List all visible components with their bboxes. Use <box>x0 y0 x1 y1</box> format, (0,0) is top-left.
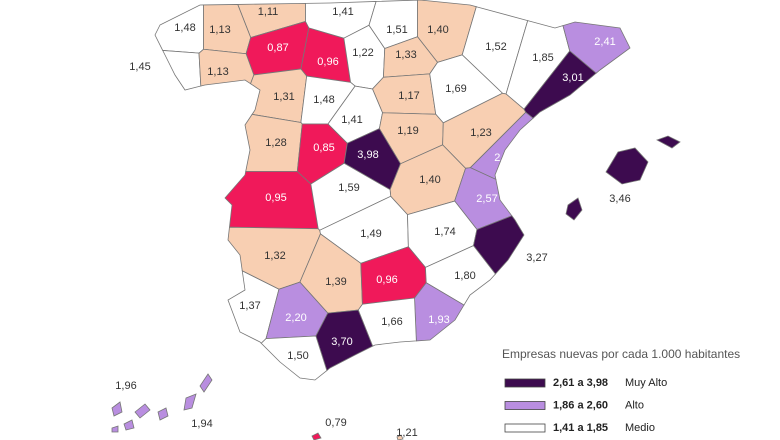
province-label: 0,96 <box>317 56 338 68</box>
province-label: 2,41 <box>594 36 615 48</box>
province <box>396 434 404 440</box>
province-label: 1,40 <box>419 174 440 186</box>
province-label: 1,66 <box>381 316 402 328</box>
province-label: 1,28 <box>265 137 286 149</box>
legend-swatch <box>504 401 546 410</box>
province-label: 3,70 <box>331 336 352 348</box>
province <box>157 407 169 421</box>
province <box>469 111 534 181</box>
province-label: 1,74 <box>434 226 455 238</box>
labels: 1,48 1,45 1,11 1,13 0,87 0,96 1,41 1,22 1,51 1,40… <box>115 6 630 439</box>
legend-title: Empresas nuevas por cada 1.000 habitante… <box>502 347 740 361</box>
province-label: 1,40 <box>427 24 448 36</box>
province <box>656 135 681 149</box>
province <box>111 401 123 417</box>
province-label: 3,27 <box>526 252 547 264</box>
legend-range: 1,41 a 1,85 <box>553 422 608 434</box>
province-label: 1,52 <box>485 41 506 53</box>
legend: 2,61 a 3,98 Muy Alto 1,86 a 2,60 Alto 1,41 a… <box>504 377 667 434</box>
legend-level: Muy Alto <box>625 377 667 389</box>
province <box>123 419 135 431</box>
province-label: 2,57 <box>476 193 497 205</box>
province-label: 1,31 <box>273 91 294 103</box>
legend-level: Medio <box>625 422 655 434</box>
province-label: 1,41 <box>332 6 353 18</box>
province-label: 1,33 <box>395 49 416 61</box>
legend-level: Alto <box>625 399 644 411</box>
province <box>199 373 213 393</box>
province-label: 3,01 <box>562 72 583 84</box>
province-label: 1,59 <box>338 182 359 194</box>
province-label: 1,17 <box>398 90 419 102</box>
province-label: 1,32 <box>264 250 285 262</box>
province-label: 1,22 <box>352 47 373 59</box>
province-label: 1,11 <box>258 6 279 18</box>
legend-swatch <box>504 378 546 388</box>
province-label: 1,48 <box>174 22 195 34</box>
province-label: 0,95 <box>265 192 286 204</box>
province-label: 3,98 <box>357 149 378 161</box>
province-label: 1,13 <box>207 66 228 78</box>
province-label: 1,93 <box>428 314 449 326</box>
province-label: 1,45 <box>129 61 150 73</box>
province <box>111 425 119 433</box>
province-label: 0,85 <box>313 142 334 154</box>
province <box>565 197 583 221</box>
province <box>183 393 197 411</box>
province-label: 1,51 <box>386 24 407 36</box>
province <box>473 215 525 275</box>
province-label: 1,13 <box>209 24 230 36</box>
legend-range: 2,61 a 3,98 <box>553 377 608 389</box>
province <box>605 147 649 185</box>
province-label: 1,94 <box>191 418 212 430</box>
province-label: 1,41 <box>341 114 362 126</box>
province-label: 0,79 <box>325 417 346 429</box>
province <box>260 335 328 381</box>
legend-range: 1,86 a 2,60 <box>553 399 608 411</box>
province <box>134 403 151 419</box>
province-label: 1,19 <box>397 125 418 137</box>
province <box>198 48 255 87</box>
province-label: 1,80 <box>454 270 475 282</box>
provinces <box>111 0 681 440</box>
province-label: 1,39 <box>325 276 346 288</box>
province-label: 1,50 <box>287 350 308 362</box>
province-label: 1,23 <box>470 127 491 139</box>
province-label: 0,87 <box>267 42 288 54</box>
province-label: 0,96 <box>376 274 397 286</box>
province-label: 1,96 <box>115 380 136 392</box>
province-label: 2,20 <box>285 312 306 324</box>
province-label: 3,46 <box>609 193 630 205</box>
province <box>311 432 322 440</box>
province-label: 1,21 <box>396 427 417 439</box>
province-label: 1,49 <box>360 228 381 240</box>
province-label: 1,37 <box>239 300 260 312</box>
province-label: 1,85 <box>532 52 553 64</box>
legend-swatch <box>504 423 546 433</box>
province <box>162 49 202 91</box>
province-label: 1,48 <box>313 94 334 106</box>
province-label: 2,25 <box>494 152 515 164</box>
province-label: 1,69 <box>445 83 466 95</box>
